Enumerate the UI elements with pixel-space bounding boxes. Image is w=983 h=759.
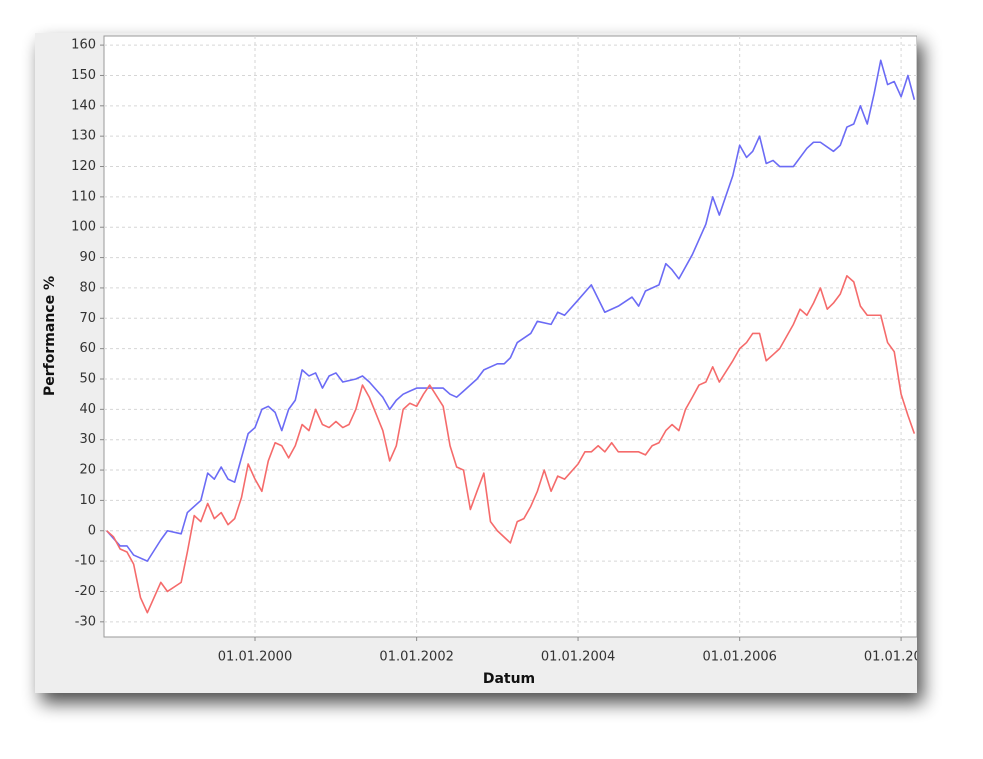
x-tick-label: 01.01.2006 bbox=[702, 650, 776, 665]
y-tick-label: 30 bbox=[79, 432, 96, 447]
y-tick-label: 60 bbox=[79, 341, 96, 356]
grid bbox=[104, 36, 917, 637]
lines bbox=[106, 59, 916, 614]
x-tick-label: 01.01.2000 bbox=[218, 650, 292, 665]
y-tick-label: 130 bbox=[71, 129, 96, 144]
labels: -30 -20 -10 0 10 20 30 40 50 60 70 80 90 100 110 120 130… bbox=[71, 38, 938, 665]
y-tick-label: 80 bbox=[79, 280, 96, 295]
y-tick-label: 10 bbox=[79, 493, 96, 508]
x-tick-label: 01.01.2004 bbox=[541, 650, 615, 665]
y-tick-label: 110 bbox=[71, 189, 96, 204]
y-tick-label: 100 bbox=[71, 220, 96, 235]
x-tick-label: 01.01.2008 bbox=[864, 650, 938, 665]
y-tick-label: 40 bbox=[79, 402, 96, 417]
y-tick-label: 50 bbox=[79, 371, 96, 386]
x-axis-title: Datum bbox=[483, 671, 535, 687]
y-tick-label: 160 bbox=[71, 38, 96, 53]
y-tick-label: 140 bbox=[71, 98, 96, 113]
y-tick-label: 0 bbox=[88, 523, 96, 538]
y-tick-label: 20 bbox=[79, 463, 96, 478]
y-tick-label: -20 bbox=[75, 584, 96, 599]
y-tick-label: 120 bbox=[71, 159, 96, 174]
y-tick-label: -30 bbox=[75, 614, 96, 629]
plot-area bbox=[103, 35, 917, 638]
x-tick-label: 01.01.2002 bbox=[379, 650, 453, 665]
y-tick-label: 90 bbox=[79, 250, 96, 265]
y-axis-title: Performance % bbox=[42, 276, 58, 396]
series-line bbox=[106, 274, 916, 614]
series-line bbox=[106, 59, 916, 562]
y-tick-label: 150 bbox=[71, 68, 96, 83]
y-tick-label: 70 bbox=[79, 311, 96, 326]
panel-content: -30 -20 -10 0 10 20 30 40 50 60 70 80 90 100 110 120 130… bbox=[42, 35, 938, 687]
y-tick-label: -10 bbox=[75, 554, 96, 569]
